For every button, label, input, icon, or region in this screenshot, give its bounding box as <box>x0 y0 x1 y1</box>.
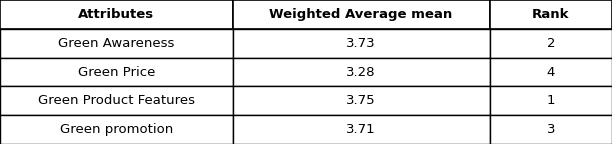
Text: 3.71: 3.71 <box>346 123 376 136</box>
Text: Green Price: Green Price <box>78 66 155 78</box>
Text: Green Product Features: Green Product Features <box>38 94 195 107</box>
Bar <box>0 0 233 29</box>
Bar <box>0 58 233 86</box>
Text: Rank: Rank <box>532 8 570 21</box>
Text: 2: 2 <box>547 37 555 50</box>
Bar <box>0 29 233 58</box>
Bar <box>490 86 612 115</box>
Text: 3.28: 3.28 <box>346 66 376 78</box>
Bar <box>490 58 612 86</box>
Bar <box>490 115 612 144</box>
Bar <box>233 29 490 58</box>
Text: Green Awareness: Green Awareness <box>58 37 174 50</box>
Text: 1: 1 <box>547 94 555 107</box>
Bar <box>233 115 490 144</box>
Bar <box>490 0 612 29</box>
Text: Weighted Average mean: Weighted Average mean <box>269 8 453 21</box>
Text: 3.75: 3.75 <box>346 94 376 107</box>
Bar <box>233 58 490 86</box>
Bar <box>0 115 233 144</box>
Bar <box>0 86 233 115</box>
Text: Green promotion: Green promotion <box>59 123 173 136</box>
Bar <box>233 0 490 29</box>
Bar <box>490 29 612 58</box>
Bar <box>233 86 490 115</box>
Text: Attributes: Attributes <box>78 8 154 21</box>
Text: 3: 3 <box>547 123 555 136</box>
Text: 3.73: 3.73 <box>346 37 376 50</box>
Text: 4: 4 <box>547 66 555 78</box>
